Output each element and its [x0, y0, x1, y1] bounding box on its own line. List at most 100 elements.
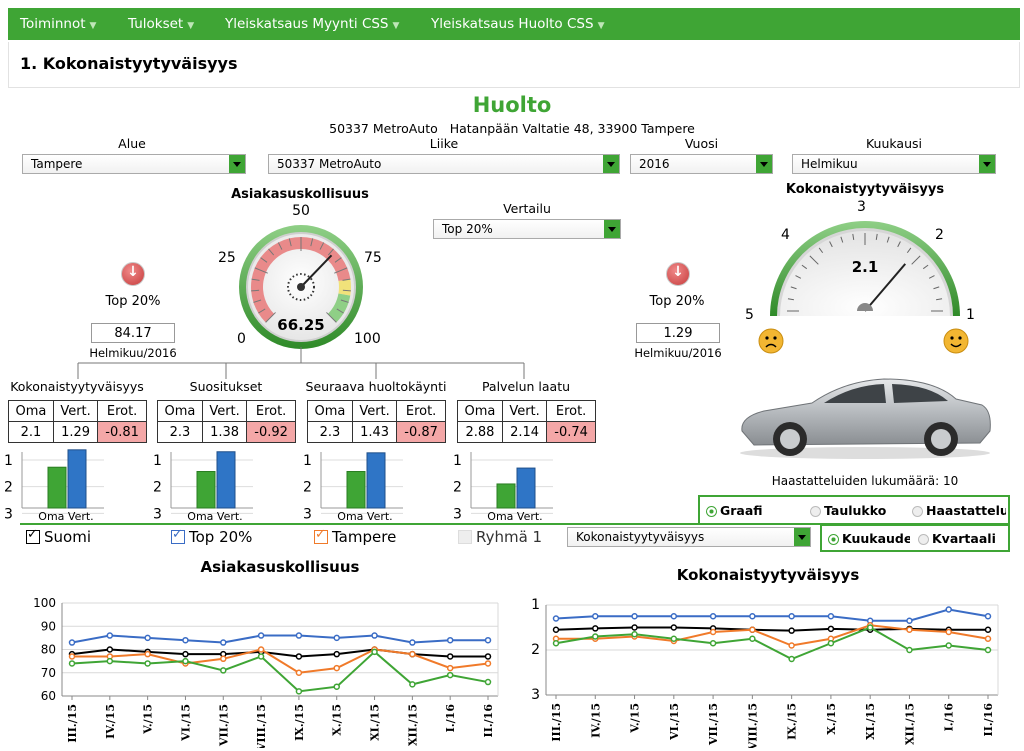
bar-axis-label: 3 [4, 506, 13, 522]
table-header-row: Oma Vert. Erot. [157, 400, 296, 422]
gauge-tick [787, 298, 794, 301]
gauge-tick [790, 286, 797, 290]
chevron-down-icon: ▼ [187, 21, 195, 31]
toggle-ryhma1[interactable]: Ryhmä 1 [458, 528, 542, 546]
gauge-tick [840, 236, 844, 243]
cell-oma: 2.3 [157, 421, 203, 443]
gauge2-tick-3: 3 [857, 199, 866, 215]
data-point [484, 636, 492, 644]
metric-title: Kokonaistyytyväisyys [10, 379, 144, 394]
period-mode-group: Kuukaude Kvartaali [820, 524, 1010, 552]
header-oma: Oma [457, 400, 503, 422]
data-point [945, 606, 952, 613]
data-point [333, 664, 340, 672]
metric-bar-chart: 1 2 3 Oma Vert. [153, 451, 253, 523]
data-point [68, 660, 76, 667]
metric-table: Oma Vert. Erot. 2.3 1.43 -0.87 [307, 400, 446, 443]
nav-label: Toiminnot [20, 16, 86, 32]
nav-tulokset[interactable]: Tulokset ▼ [128, 8, 194, 40]
car-image [740, 378, 991, 459]
header-erot: Erot. [546, 400, 596, 422]
dropdown-arrow-icon [603, 155, 619, 173]
radio-label: Graafi [720, 503, 763, 518]
data-point [670, 613, 678, 620]
nav-toiminnot[interactable]: Toiminnot ▼ [20, 8, 96, 40]
y-tick-label: 100 [33, 596, 56, 610]
nav-yleiskatsaus-myynti[interactable]: Yleiskatsaus Myynti CSS ▼ [225, 8, 399, 40]
left-ref-value: 84.17 [91, 323, 175, 343]
table-header-row: Oma Vert. Erot. [457, 400, 596, 422]
data-point [984, 635, 992, 642]
gauge1-title: Asiakasuskollisuus [231, 187, 369, 202]
gauge-tick [897, 241, 901, 248]
select-value: Top 20% [442, 222, 493, 236]
data-point [788, 655, 795, 663]
y-tick-label: 1 [531, 597, 540, 613]
gauge1-tick-25: 25 [218, 250, 236, 266]
dealer-address: 50337 MetroAuto Hatanpään Valtatie 48, 3… [329, 121, 695, 136]
bar-x-labels: Oma Vert. [38, 510, 93, 523]
radio-haastattelu[interactable]: Haastattelu [912, 503, 1006, 518]
data-point [484, 660, 492, 667]
measure-select[interactable]: Kokonaistyytyväisyys [567, 527, 811, 547]
liike-select[interactable]: 50337 MetroAuto [268, 154, 620, 174]
header-erot: Erot. [97, 400, 147, 422]
toggle-tampere[interactable]: Tampere [314, 527, 396, 546]
header-oma: Oma [8, 400, 54, 422]
gauge-tick [911, 255, 921, 265]
metric-title: Palvelun laatu [481, 379, 571, 394]
gauge-tick [340, 299, 349, 303]
gauge-tick [818, 247, 824, 254]
bar-axis-label: 3 [153, 506, 162, 522]
gauge1-tick-50: 50 [292, 203, 310, 219]
data-point [409, 650, 416, 658]
nav-yleiskatsaus-huolto[interactable]: Yleiskatsaus Huolto CSS ▼ [431, 8, 604, 40]
data-point [371, 632, 378, 639]
header-oma: Oma [307, 400, 353, 422]
toggle-top20[interactable]: Top 20% [171, 527, 252, 546]
chart1-line-chart: 100 90 80 70 60 III./15 IV./15 V./15 VI./15 VII./… [33, 596, 499, 748]
radio-dot [828, 534, 839, 545]
data-point [631, 631, 638, 638]
radio-taulukko[interactable]: Taulukko [810, 503, 886, 518]
radio-kuukausi[interactable]: Kuukaude [828, 531, 910, 546]
radio-graafi[interactable]: Graafi [706, 503, 763, 518]
arrow-down-icon [666, 262, 690, 286]
gauge-tick [251, 278, 260, 281]
data-point [670, 635, 678, 642]
data-point [709, 628, 717, 636]
kuukausi-select[interactable]: Helmikuu [792, 154, 996, 174]
alue-select[interactable]: Tampere [22, 154, 246, 174]
data-point [409, 639, 416, 646]
radio-label: Kvartaali [932, 531, 996, 546]
data-point [906, 626, 913, 633]
data-point [788, 613, 795, 620]
table-row: 2.3 1.43 -0.87 [307, 421, 446, 443]
gauge-tick [928, 275, 935, 279]
table-row: 2.3 1.38 -0.92 [157, 421, 296, 443]
toggle-suomi[interactable]: Suomi [26, 527, 91, 546]
vertailu-select[interactable]: Top 20% [433, 219, 621, 239]
data-point [592, 625, 599, 632]
data-point [220, 639, 227, 646]
radio-kvartaali[interactable]: Kvartaali [918, 531, 1006, 546]
radio-label: Kuukaude [842, 531, 910, 546]
gauge2-dial [770, 221, 960, 316]
cell-vert: 1.38 [201, 421, 248, 443]
gauge-tick [875, 233, 878, 240]
data-point [945, 628, 952, 636]
bar-axis-label: 2 [453, 480, 462, 496]
bar-axis-label: 1 [4, 453, 13, 469]
vuosi-select[interactable]: 2016 [630, 154, 773, 174]
data-point [592, 613, 599, 620]
checkbox-icon [26, 527, 40, 544]
x-tick-label: IV./15 [104, 704, 117, 739]
metric-bar-chart: 1 2 3 Oma Vert. [453, 452, 553, 523]
x-tick-label: VII./15 [707, 703, 720, 746]
checkbox-icon [171, 527, 185, 544]
bar-axis-label: 1 [453, 453, 462, 469]
cell-oma: 2.3 [307, 421, 353, 443]
bar-x-labels: Oma Vert. [187, 510, 242, 523]
gauge-tick [795, 275, 802, 279]
y-tick-label: 80 [41, 643, 56, 657]
